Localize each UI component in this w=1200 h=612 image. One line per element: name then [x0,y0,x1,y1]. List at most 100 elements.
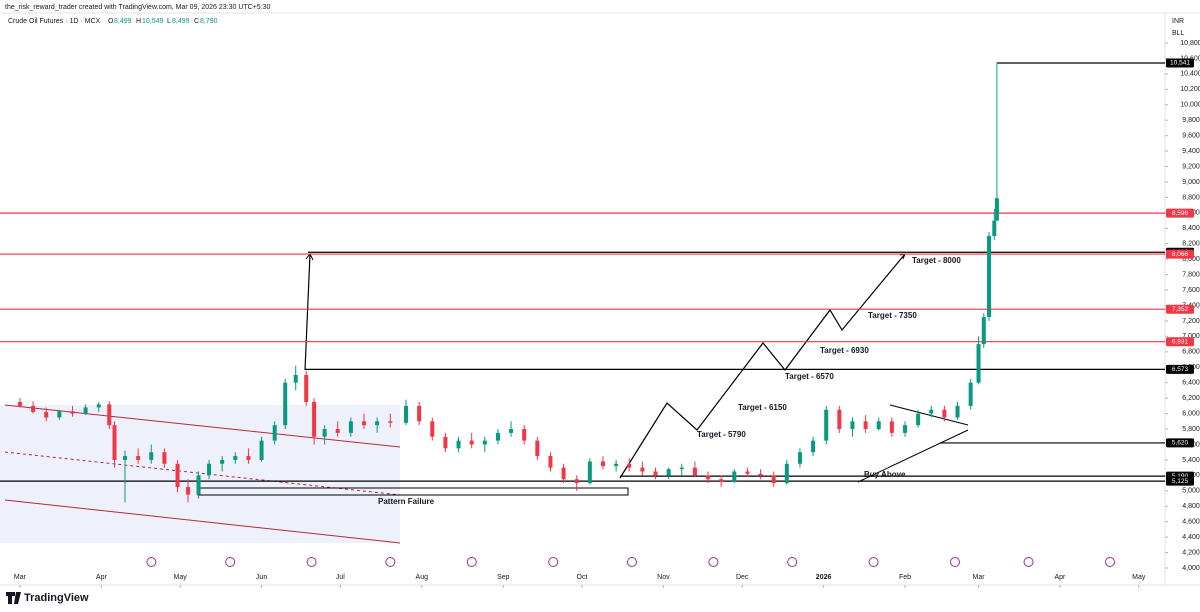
x-tick-label: Sep [497,574,510,581]
annotation: Target - 5790 [697,430,746,439]
currency: INR [1172,18,1184,25]
candle-body [916,413,921,426]
level-tag [1166,304,1194,314]
ohlc-value: 8,499 [172,18,190,25]
candle-body [692,467,697,476]
candle-body [837,409,842,430]
y-tick-label: 10,200 [1180,86,1200,93]
candle-body [903,425,908,433]
candle-body [600,461,605,467]
level-tag [1166,249,1194,259]
ohlc-value: 8,790 [200,18,218,25]
candle-body [640,467,645,472]
candle-body [207,463,212,476]
level-label: 8,066 [1172,251,1189,258]
candle-body [283,382,288,426]
candle-body [522,429,527,441]
candle-body [112,425,117,460]
candle-body [666,469,671,476]
byline: the_risk_reward_trader created with Trad… [5,4,271,11]
symbol: Crude Oil Futures · 1D · MCX [8,18,101,25]
y-tick-label: 4,000 [1182,565,1200,572]
y-tick-label: 8,000 [1182,256,1200,263]
candle-body [784,463,789,484]
candle-body [942,409,947,418]
annotation: Target - 8000 [912,256,961,265]
y-tick-label: 7,800 [1182,271,1200,278]
candle-body [863,421,868,430]
channel-bottom [4,499,401,544]
candle-body [388,421,393,423]
y-tick-label: 9,800 [1182,117,1200,124]
candle-body [322,429,327,437]
y-tick-label: 7,600 [1182,287,1200,294]
candle-body [404,405,409,423]
y-tick-label: 4,800 [1182,503,1200,510]
y-tick-label: 9,400 [1182,148,1200,155]
candle-body [509,429,514,433]
level-label: 5,190 [1172,473,1189,480]
y-tick-label: 10,000 [1180,102,1200,109]
candle-body [614,463,619,467]
annotation: Target - 6150 [738,403,787,412]
candle-body [361,421,366,426]
ohlc-label: L [167,18,171,25]
candle-body [824,409,829,441]
candle-body [162,452,167,464]
candle-body [293,374,298,383]
level-tag [1166,337,1194,347]
level-tag [1166,364,1194,374]
x-tick-label: Mar [973,574,986,581]
level-label: 10,541 [1170,60,1190,67]
candle-body [850,421,855,430]
event-icon [1023,557,1034,567]
y-tick-label: 6,400 [1182,380,1200,387]
candle-body [57,411,62,418]
y-tick-label: 8,200 [1182,241,1200,248]
candle-body [175,463,180,487]
candle-body [653,471,658,476]
x-tick-label: 2026 [816,574,832,581]
event-icon [466,557,477,567]
ohlc-label: C [194,18,199,25]
level-label: 5,620 [1172,440,1189,447]
x-tick-label: May [174,574,188,581]
annotation: Pattern Failure [378,497,435,506]
event-icon [225,557,236,567]
candle-body [186,486,191,495]
candle-body [83,407,88,414]
candle-body [987,236,992,318]
candle-body [233,456,238,460]
candle-body [981,317,986,345]
candle-body [976,344,981,383]
candle-body [706,475,711,480]
candle-body [627,463,632,468]
candle-body [443,436,448,449]
candle-body [797,452,802,464]
candle-body [107,404,112,426]
candle-body [348,421,353,433]
candle-body [469,440,474,445]
candle-body [259,440,264,460]
candle-body [679,467,684,470]
candle-body [876,421,881,430]
y-tick-label: 8,400 [1182,225,1200,232]
candle-body [430,421,435,437]
candle-body [535,440,540,457]
y-tick-label: 9,000 [1182,179,1200,186]
channel-fill [0,405,400,543]
y-tick-label: 5,800 [1182,426,1200,433]
candle-body [31,405,36,413]
candle-body [955,405,960,418]
y-tick-label: 4,200 [1182,549,1200,556]
x-tick-label: Apr [1054,574,1066,581]
event-icon [787,557,798,567]
ohlc-value: 10,549 [142,18,164,25]
y-tick-label: 6,200 [1182,395,1200,402]
candle-body [335,429,340,433]
event-icon [146,557,157,567]
x-tick-label: Jun [256,574,267,581]
candle-body [70,411,75,414]
logo: TradingView [6,592,89,604]
